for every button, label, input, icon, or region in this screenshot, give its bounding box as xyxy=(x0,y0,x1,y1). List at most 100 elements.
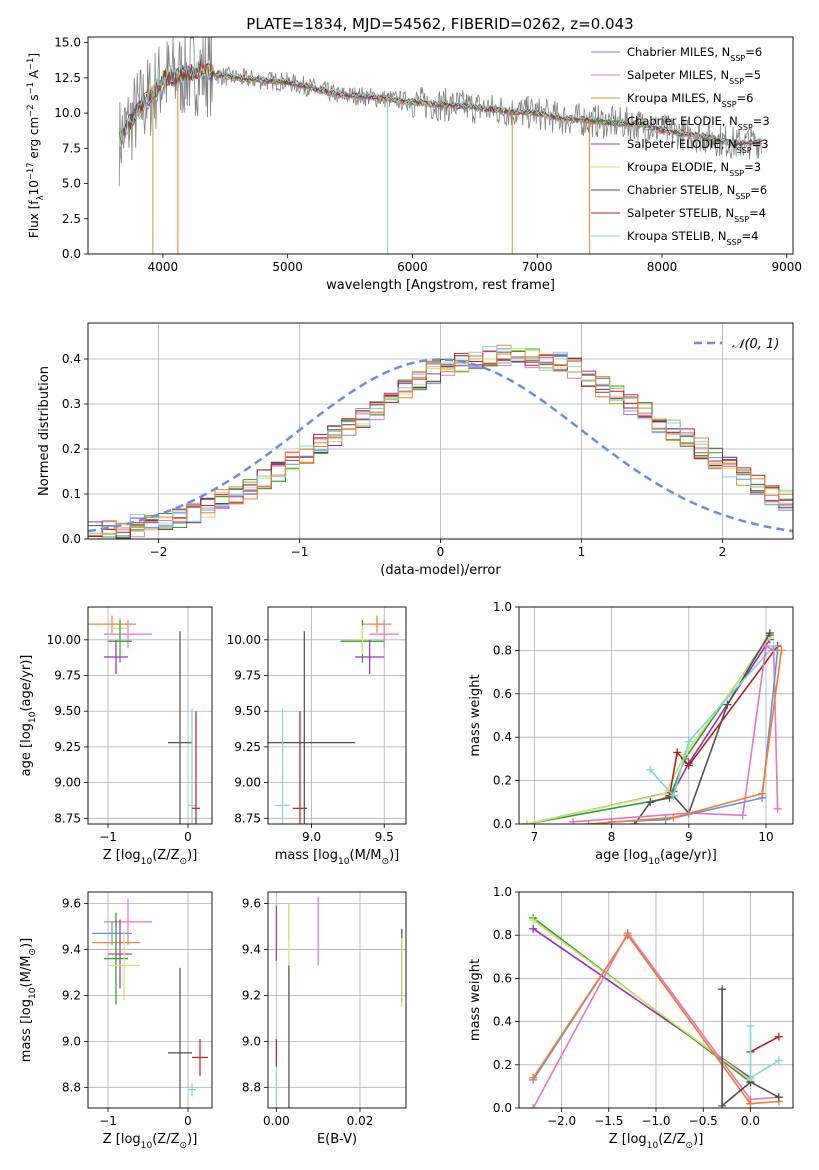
x-tick-label: 9000 xyxy=(771,260,802,274)
x-tick-label: 9.5 xyxy=(375,830,394,844)
weight-marker xyxy=(765,629,774,638)
weight-line xyxy=(532,933,779,1105)
observed-spectrum xyxy=(118,37,762,187)
legend-name: Salpeter MILES, N xyxy=(627,68,729,82)
legend-sub: SSP xyxy=(735,192,750,201)
y-axis-label-part: −2 xyxy=(25,104,35,116)
x-axis-label-part: 10 xyxy=(141,1141,153,1151)
weight-marker xyxy=(723,700,732,709)
x-axis-label-part: ⊙ xyxy=(180,1141,188,1151)
panel-age-vs-mass: 9.0 9.5 8.75 9.00 9.25 9.50 9.75 10.00 mass [log… xyxy=(227,606,407,867)
weight-marker xyxy=(569,817,578,824)
weight-marker xyxy=(529,916,538,925)
panel-residuals: −2 −1 0 1 2 0.0 0.1 0.2 0.3 0.4 (data-model)/error… xyxy=(37,322,794,578)
weight-marker xyxy=(661,815,670,824)
y-axis-label-part: 10 xyxy=(28,987,38,999)
x-axis-label-part: )] xyxy=(389,848,399,863)
y-axis-label-part: mass [log xyxy=(19,999,34,1062)
y-tick-label: 15.0 xyxy=(54,36,81,50)
x-tick-label: −1 xyxy=(291,545,309,559)
x-axis-label-part: (Z/Z xyxy=(658,1132,685,1147)
panel-mass-vs-Z: −1 08.89.09.29.49.6Z [log10(Z/Z⊙)]mass [l… xyxy=(19,891,213,1151)
legend-sub: SSP xyxy=(734,215,749,224)
legend-count: =3 xyxy=(752,137,769,151)
x-tick-label: 9 xyxy=(685,830,693,844)
y-axis-label-part: −1 xyxy=(25,58,35,70)
weight-line xyxy=(750,1035,780,1053)
y-axis-label: Flux [fλ10−17 erg cm−2 s−1 A−1] xyxy=(25,53,45,238)
y-axis-label-part: ] xyxy=(27,53,41,58)
y-tick-label: 10.00 xyxy=(227,633,261,647)
model-line xyxy=(118,66,763,149)
legend: 𝒩(0, 1) xyxy=(694,337,779,352)
y-axis-label-part: age [log xyxy=(19,723,34,776)
legend-label: Salpeter MILES, NSSP=5 xyxy=(627,68,761,86)
weight-line xyxy=(588,650,783,824)
weight-marker xyxy=(684,737,693,746)
y-tick-label: 0.2 xyxy=(493,774,512,788)
weight-marker xyxy=(718,985,727,994)
plot-area xyxy=(118,37,763,254)
legend-sub: SSP xyxy=(729,169,744,178)
x-tick-label: 0.0 xyxy=(741,1114,760,1128)
x-tick-label: 7 xyxy=(531,830,539,844)
legend-count: =4 xyxy=(749,206,766,220)
legend-label: Chabrier MILES, NSSP=6 xyxy=(627,45,762,63)
y-tick-label: 9.00 xyxy=(234,776,261,790)
y-tick-label: 0.2 xyxy=(493,1058,512,1072)
y-axis-label: mass weight xyxy=(468,959,483,1041)
weight-marker xyxy=(623,931,632,940)
weight-line xyxy=(649,645,775,798)
y-tick-label: 0.0 xyxy=(493,817,512,831)
weight-line xyxy=(634,632,771,824)
y-tick-label: 9.0 xyxy=(242,1034,261,1048)
y-axis-label-part: erg cm xyxy=(27,117,41,163)
weight-marker xyxy=(773,804,782,813)
axes-frame xyxy=(518,891,794,1109)
legend-name: Kroupa MILES, N xyxy=(627,91,722,105)
weight-marker xyxy=(774,1056,783,1065)
weight-marker xyxy=(669,791,678,800)
y-tick-label: 10.00 xyxy=(47,633,81,647)
legend-name: Chabrier STELIB, N xyxy=(627,183,735,197)
y-axis-label-part: (age/yr)] xyxy=(19,655,34,712)
plot-area xyxy=(92,898,208,1108)
x-axis-label-part: )] xyxy=(187,1132,197,1147)
x-axis-label: (data-model)/error xyxy=(380,563,501,578)
x-axis-label-part: ⊙ xyxy=(381,857,389,867)
y-axis-label: mass weight xyxy=(468,674,483,756)
weight-line xyxy=(721,989,780,1108)
legend-label: Salpeter ELODIE, NSSP=3 xyxy=(627,137,769,155)
panels: 4000 5000 6000 7000 8000 90000.02.55.07.510.0… xyxy=(19,36,802,1151)
y-axis-label: age [log10(age/yr)] xyxy=(19,655,38,777)
x-axis-label: wavelength [Angstrom, rest frame] xyxy=(326,278,555,293)
y-axis-label-part: 10 xyxy=(27,180,41,195)
plot-area xyxy=(275,896,403,1108)
x-axis-label-part: mass [log xyxy=(275,848,338,863)
weight-marker xyxy=(684,761,693,770)
x-axis-label: Z [log10(Z/Z⊙)] xyxy=(103,848,198,867)
legend-label: Kroupa STELIB, NSSP=4 xyxy=(627,229,758,247)
legend-count: =6 xyxy=(745,45,762,59)
legend-count: =3 xyxy=(753,114,770,128)
y-tick-label: 8.8 xyxy=(62,1080,81,1094)
y-axis-label-part: ⊙ xyxy=(28,948,38,956)
x-tick-label: −2 xyxy=(150,545,168,559)
axes-frame xyxy=(87,606,213,825)
y-tick-label: 9.25 xyxy=(54,740,81,754)
y-tick-label: 0.3 xyxy=(62,397,81,411)
y-tick-label: 7.5 xyxy=(62,141,81,155)
x-tick-label: −1.0 xyxy=(641,1114,670,1128)
x-tick-label: −1 xyxy=(99,830,117,844)
y-tick-label: 9.2 xyxy=(62,988,81,1002)
legend-label: Chabrier STELIB, NSSP=6 xyxy=(627,183,767,201)
y-axis-label-part: λ xyxy=(35,195,45,200)
x-axis-label-part: Z [log xyxy=(103,848,141,863)
x-axis-label-part: ⊙ xyxy=(686,1141,694,1151)
y-tick-label: 0.1 xyxy=(62,487,81,501)
legend-name: Chabrier MILES, N xyxy=(627,45,730,59)
y-tick-label: 9.00 xyxy=(54,776,81,790)
x-axis-label: Z [log10(Z/Z⊙)] xyxy=(103,1132,198,1151)
legend-count: =6 xyxy=(750,183,767,197)
